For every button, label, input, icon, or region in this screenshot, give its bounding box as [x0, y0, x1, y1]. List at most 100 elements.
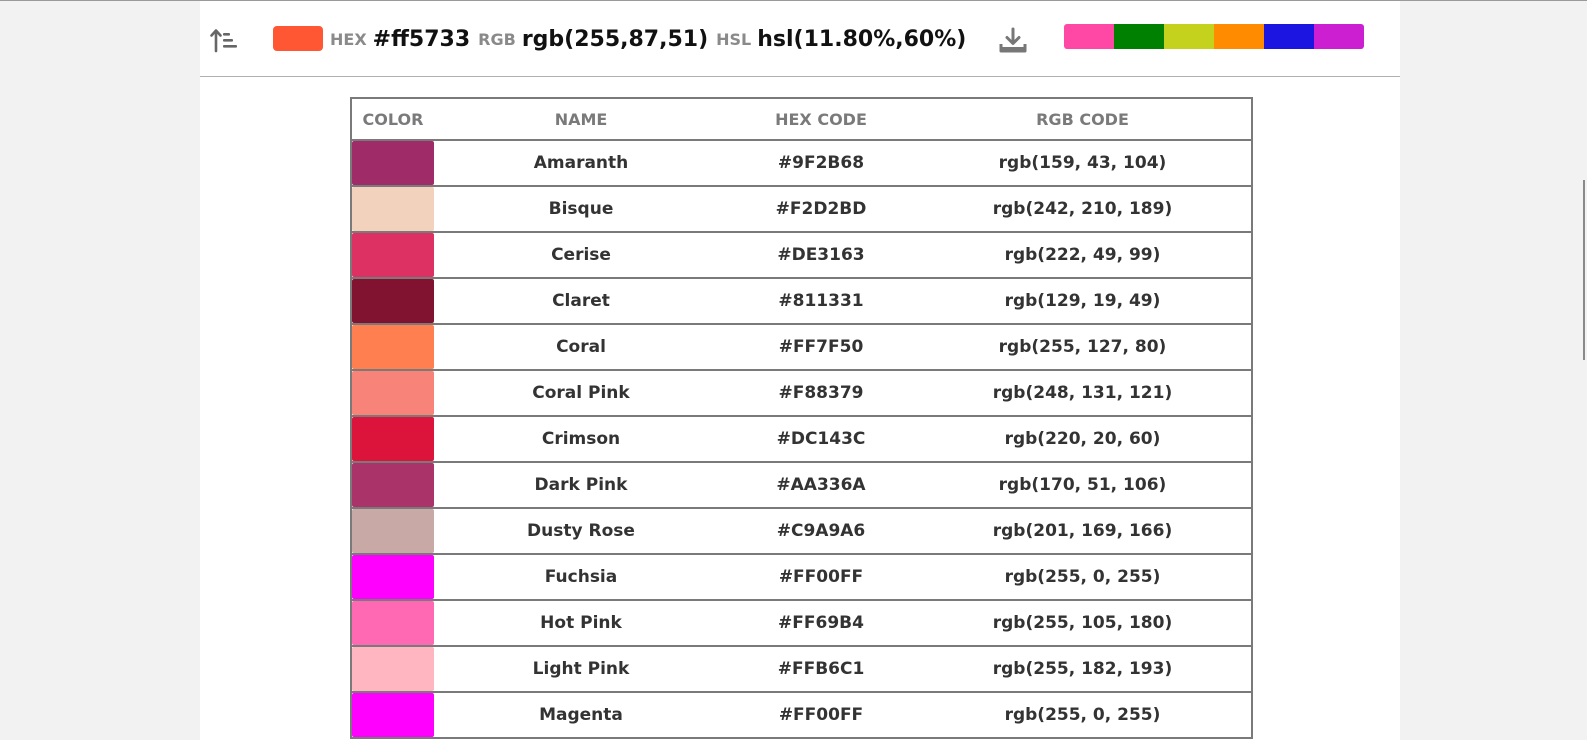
rgb-code: rgb(248, 131, 121) [914, 370, 1251, 417]
color-cell [352, 278, 434, 325]
hex-code: #DE3163 [728, 232, 914, 279]
table-row[interactable]: Cerise #DE3163 rgb(222, 49, 99) [352, 232, 1251, 279]
color-readout: HEX #ff5733 RGB rgb(255,87,51) HSL hsl(1… [330, 23, 974, 55]
color-name: Dark Pink [434, 462, 728, 509]
color-name: Dusty Rose [434, 508, 728, 555]
hex-code: #DC143C [728, 416, 914, 463]
color-swatch[interactable] [352, 141, 434, 185]
rgb-code: rgb(255, 0, 255) [914, 554, 1251, 601]
header-name: NAME [434, 99, 728, 141]
main-panel: HEX #ff5733 RGB rgb(255,87,51) HSL hsl(1… [200, 1, 1400, 740]
color-table-container: COLOR NAME HEX CODE RGB CODE Amaranth #9F… [350, 97, 1253, 739]
rgb-code: rgb(170, 51, 106) [914, 462, 1251, 509]
color-name: Bisque [434, 186, 728, 233]
hsl-label: HSL [716, 29, 752, 49]
table-row[interactable]: Dusty Rose #C9A9A6 rgb(201, 169, 166) [352, 508, 1251, 555]
color-cell [352, 692, 434, 739]
color-name: Light Pink [434, 646, 728, 693]
color-cell [352, 186, 434, 233]
hsl-value: hsl(11.80%,60%) [757, 26, 967, 52]
color-name: Coral Pink [434, 370, 728, 417]
palette-chip[interactable] [1214, 24, 1264, 49]
color-name: Crimson [434, 416, 728, 463]
palette-chip[interactable] [1264, 24, 1314, 49]
color-swatch[interactable] [352, 187, 434, 231]
hex-code: #FFB6C1 [728, 646, 914, 693]
color-swatch[interactable] [352, 371, 434, 415]
table-row[interactable]: Claret #811331 rgb(129, 19, 49) [352, 278, 1251, 325]
color-name: Fuchsia [434, 554, 728, 601]
header-color: COLOR [352, 99, 434, 141]
rgb-code: rgb(222, 49, 99) [914, 232, 1251, 279]
color-swatch[interactable] [352, 325, 434, 369]
table-row[interactable]: Hot Pink #FF69B4 rgb(255, 105, 180) [352, 600, 1251, 647]
rgb-code: rgb(255, 182, 193) [914, 646, 1251, 693]
color-swatch[interactable] [352, 279, 434, 323]
color-name: Claret [434, 278, 728, 325]
table-body: Amaranth #9F2B68 rgb(159, 43, 104) Bisque #F… [352, 140, 1251, 739]
table-row[interactable]: Fuchsia #FF00FF rgb(255, 0, 255) [352, 554, 1251, 601]
current-color-swatch[interactable] [273, 26, 323, 51]
table-row[interactable]: Coral Pink #F88379 rgb(248, 131, 121) [352, 370, 1251, 417]
color-cell [352, 140, 434, 187]
color-name: Cerise [434, 232, 728, 279]
color-swatch[interactable] [352, 601, 434, 645]
color-cell [352, 462, 434, 509]
color-swatch[interactable] [352, 647, 434, 691]
hex-value: #ff5733 [372, 26, 471, 52]
palette-chip[interactable] [1164, 24, 1214, 49]
color-name: Hot Pink [434, 600, 728, 647]
color-cell [352, 232, 434, 279]
download-button[interactable] [998, 26, 1028, 56]
color-swatch[interactable] [352, 509, 434, 553]
palette-strip [1064, 24, 1364, 49]
hex-label: HEX [330, 29, 367, 49]
hex-code: #FF7F50 [728, 324, 914, 371]
table-header-row: COLOR NAME HEX CODE RGB CODE [352, 99, 1251, 141]
table-row[interactable]: Crimson #DC143C rgb(220, 20, 60) [352, 416, 1251, 463]
hex-code: #FF69B4 [728, 600, 914, 647]
color-cell [352, 554, 434, 601]
scrollbar-thumb[interactable] [1583, 180, 1585, 360]
color-toolbar: HEX #ff5733 RGB rgb(255,87,51) HSL hsl(1… [200, 1, 1400, 77]
table-row[interactable]: Bisque #F2D2BD rgb(242, 210, 189) [352, 186, 1251, 233]
table-row[interactable]: Light Pink #FFB6C1 rgb(255, 182, 193) [352, 646, 1251, 693]
sort-button[interactable] [210, 25, 240, 55]
table-row[interactable]: Magenta #FF00FF rgb(255, 0, 255) [352, 692, 1251, 739]
rgb-code: rgb(255, 0, 255) [914, 692, 1251, 739]
rgb-code: rgb(129, 19, 49) [914, 278, 1251, 325]
palette-chip[interactable] [1314, 24, 1364, 49]
palette-chip[interactable] [1114, 24, 1164, 49]
color-swatch[interactable] [352, 417, 434, 461]
color-cell [352, 324, 434, 371]
rgb-code: rgb(242, 210, 189) [914, 186, 1251, 233]
color-swatch[interactable] [352, 463, 434, 507]
color-cell [352, 646, 434, 693]
color-table: COLOR NAME HEX CODE RGB CODE Amaranth #9F… [352, 99, 1251, 739]
rgb-value: rgb(255,87,51) [521, 26, 709, 52]
hex-code: #F88379 [728, 370, 914, 417]
color-cell [352, 370, 434, 417]
rgb-code: rgb(159, 43, 104) [914, 140, 1251, 187]
color-swatch[interactable] [352, 233, 434, 277]
color-name: Coral [434, 324, 728, 371]
sort-ascending-icon [210, 29, 237, 53]
download-icon [999, 27, 1027, 53]
hex-code: #9F2B68 [728, 140, 914, 187]
rgb-code: rgb(255, 105, 180) [914, 600, 1251, 647]
color-swatch[interactable] [352, 693, 434, 737]
color-cell [352, 600, 434, 647]
table-row[interactable]: Dark Pink #AA336A rgb(170, 51, 106) [352, 462, 1251, 509]
hex-code: #811331 [728, 278, 914, 325]
hex-code: #FF00FF [728, 692, 914, 739]
window-top-border [0, 0, 1587, 1]
color-swatch[interactable] [352, 555, 434, 599]
rgb-code: rgb(220, 20, 60) [914, 416, 1251, 463]
hex-code: #AA336A [728, 462, 914, 509]
table-row[interactable]: Amaranth #9F2B68 rgb(159, 43, 104) [352, 140, 1251, 187]
header-hex-code: HEX CODE [728, 99, 914, 141]
table-row[interactable]: Coral #FF7F50 rgb(255, 127, 80) [352, 324, 1251, 371]
palette-chip[interactable] [1064, 24, 1114, 49]
color-name: Amaranth [434, 140, 728, 187]
hex-code: #FF00FF [728, 554, 914, 601]
